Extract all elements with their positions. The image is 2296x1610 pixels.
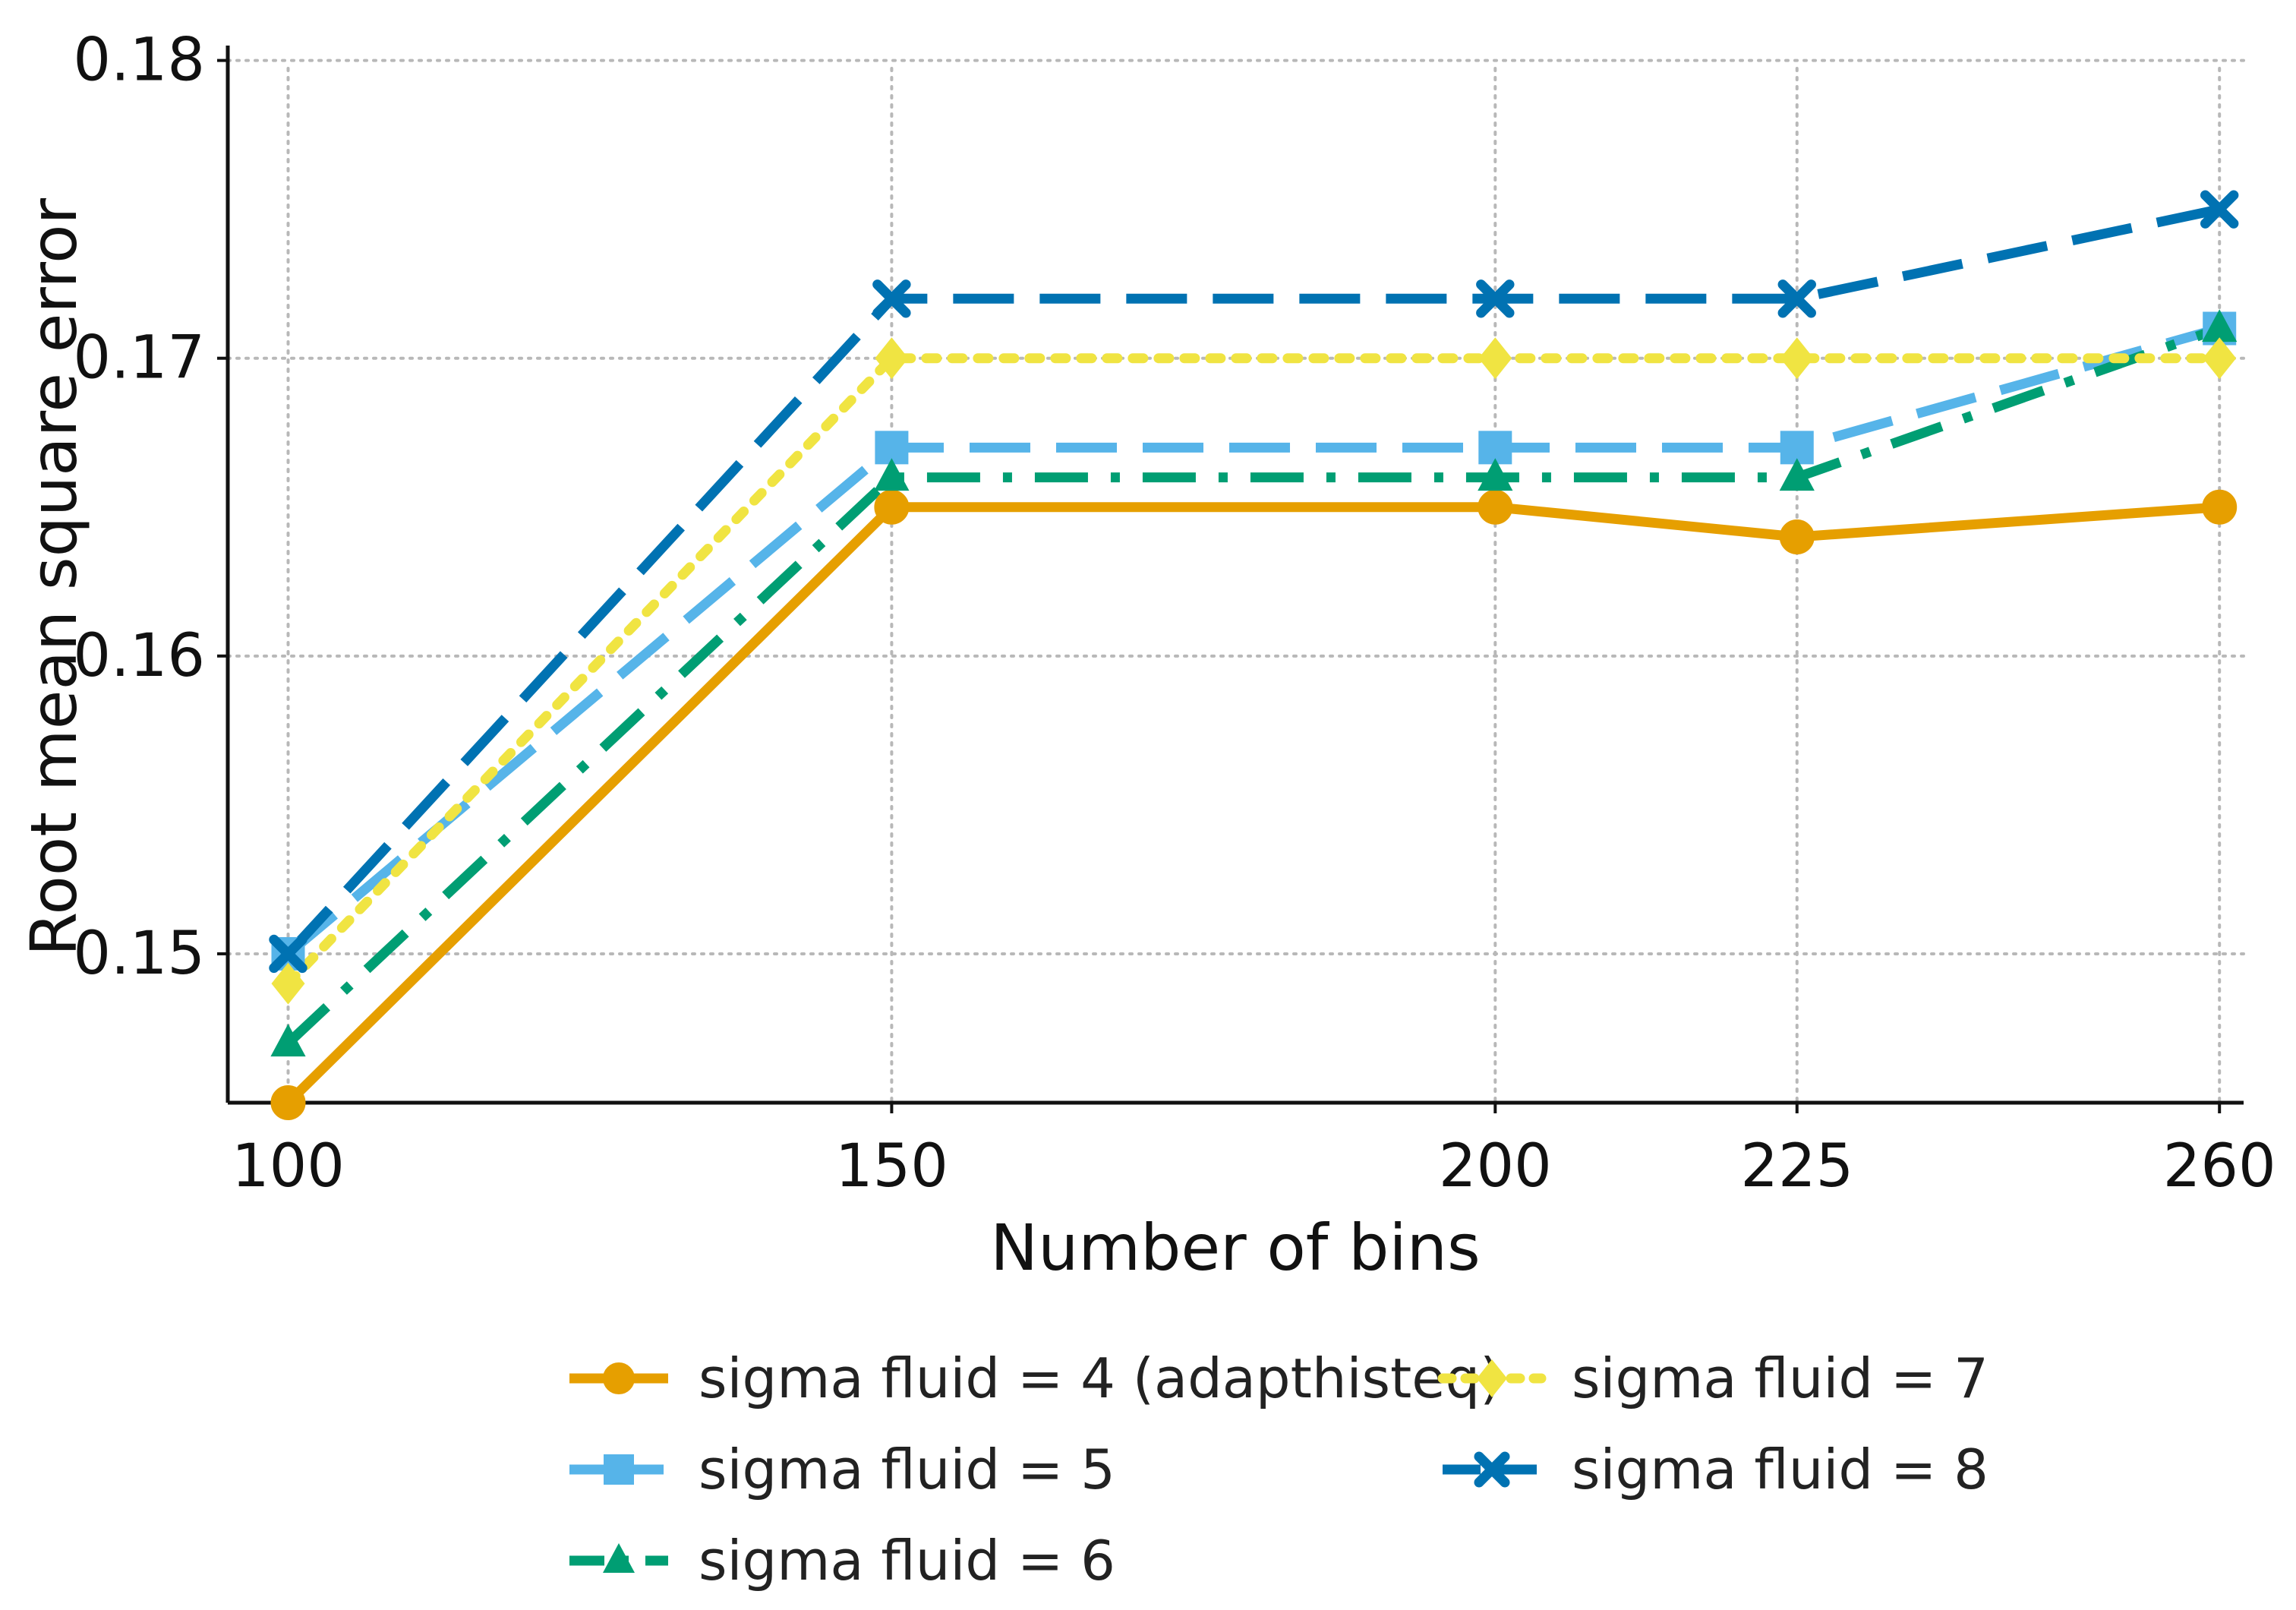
legend-marker [603, 1543, 635, 1573]
legend-marker [604, 1454, 634, 1485]
series-5-point [269, 934, 308, 974]
series-4-point [875, 337, 909, 380]
series-markers [269, 190, 2239, 1120]
series-5-point [872, 279, 911, 318]
series-line-5 [284, 204, 2221, 958]
tick-labels: 100 150 200 225 260 0.15 0.16 0.17 0.18 [73, 27, 2276, 1201]
series-5-point [1777, 279, 1816, 318]
series-line-1 [284, 502, 2220, 1106]
x-tick-label: 100 [232, 1132, 345, 1201]
series-5-point [1476, 279, 1515, 318]
series-4-point [2203, 337, 2237, 380]
x-tick-label: 150 [835, 1132, 948, 1201]
series-5-point [2200, 190, 2239, 229]
legend-item: sigma fluid = 4 (adapthisteq) [569, 1346, 1501, 1410]
x-tick-label: 200 [1439, 1132, 1552, 1201]
series-lines [282, 204, 2225, 1106]
legend-label: sigma fluid = 7 [1572, 1346, 1988, 1410]
series-3-point [874, 458, 910, 491]
legend-marker [1474, 1451, 1510, 1488]
y-axis-title: Root mean square error [17, 197, 91, 956]
series-4-point [1478, 337, 1512, 380]
series-3-point [1779, 458, 1815, 491]
legend-item: sigma fluid = 8 [1443, 1438, 1988, 1501]
y-tick-label: 0.18 [73, 27, 205, 95]
legend-marker [1477, 1359, 1507, 1397]
series-4-point [271, 962, 305, 1005]
legend-marker [603, 1362, 635, 1394]
series-3-point [2202, 309, 2238, 343]
series-1-point [874, 489, 910, 525]
legend-label: sigma fluid = 5 [699, 1438, 1115, 1501]
legend-label: sigma fluid = 6 [699, 1529, 1115, 1593]
series-1-point [270, 1085, 306, 1120]
y-tick-label: 0.17 [73, 324, 205, 393]
legend-item: sigma fluid = 7 [1437, 1346, 1988, 1410]
series-4-point [1780, 337, 1814, 380]
legend-item: sigma fluid = 6 [569, 1529, 1115, 1593]
grid [226, 58, 2245, 1104]
series-1-point [2202, 489, 2238, 525]
x-tick-label: 225 [1740, 1132, 1853, 1201]
axes [217, 46, 2244, 1113]
legend-label: sigma fluid = 4 (adapthisteq) [699, 1346, 1501, 1410]
legend-label: sigma fluid = 8 [1572, 1438, 1988, 1501]
legend-item: sigma fluid = 5 [569, 1438, 1115, 1501]
x-tick-label: 260 [2163, 1132, 2276, 1201]
x-axis-title: Number of bins [990, 1211, 1480, 1285]
series-1-point [1779, 519, 1815, 554]
series-3-point [270, 1024, 306, 1057]
legend: sigma fluid = 4 (adapthisteq) sigma fluid… [569, 1346, 1988, 1593]
series-3-point [1478, 458, 1513, 491]
y-tick-label: 0.16 [73, 622, 205, 690]
series-1-point [1478, 489, 1513, 525]
series-line-2 [285, 324, 2221, 958]
y-tick-label: 0.15 [73, 920, 205, 988]
